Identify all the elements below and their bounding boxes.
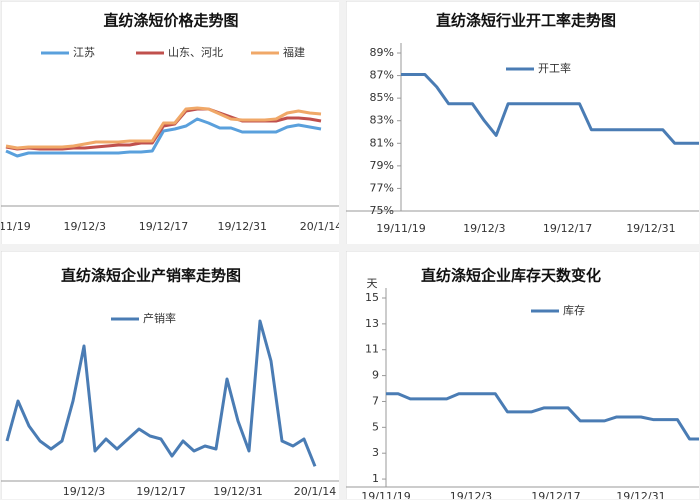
y-tick-label: 79% <box>370 159 394 172</box>
y-tick-label: 89% <box>370 46 394 59</box>
chart-title: 直纺涤短企业产销率走势图 <box>61 267 241 285</box>
y-tick-label: 3 <box>372 446 379 459</box>
y-tick-label: 5 <box>372 420 379 433</box>
x-tick-label: 19/12/17 <box>139 220 188 233</box>
x-tick-label: 19/12/31 <box>213 485 262 498</box>
panel-background <box>346 251 699 499</box>
data-line <box>5 319 317 467</box>
y-tick-label: 9 <box>372 369 379 382</box>
legend-label: 开工率 <box>538 61 571 75</box>
y-tick-label: 7 <box>372 394 379 407</box>
y-tick-label: 1 <box>372 472 379 485</box>
data-line <box>5 106 322 150</box>
data-line <box>401 72 699 145</box>
y-tick-label: 13 <box>365 317 379 330</box>
chart-panel: 直纺涤短行业开工率走势图 75% 77% 79% 81% 83% 85% 87% 89% 19/1… <box>346 1 699 244</box>
legend-label: 山东、河北 <box>168 46 223 59</box>
x-tick-label: 19/12/31 <box>616 490 665 500</box>
y-tick-label: 85% <box>370 91 394 104</box>
x-tick-label: 19/11/19 <box>376 222 425 235</box>
y-axis-label: 天 <box>367 277 378 290</box>
y-tick-label: 75% <box>370 204 394 217</box>
chart-panel: 直纺涤短价格走势图 19/11/19 19/12/3 19/12/17 19/12/31… <box>0 1 342 244</box>
legend-label: 江苏 <box>73 46 95 59</box>
legend-label: 库存 <box>563 303 585 317</box>
x-tick-label: 19/12/31 <box>218 220 267 233</box>
chart-title: 直纺涤短行业开工率走势图 <box>436 12 616 30</box>
panel-background <box>346 1 699 244</box>
x-tick-label: 19/12/31 <box>626 222 675 235</box>
y-tick-label: 87% <box>370 69 394 82</box>
x-tick-label: 20/1/14 <box>294 485 336 498</box>
chart-title: 直纺涤短企业库存天数变化 <box>421 267 601 285</box>
y-tick-label: 81% <box>370 136 394 149</box>
data-line <box>386 392 699 441</box>
y-tick-label: 83% <box>370 114 394 127</box>
y-tick-label: 15 <box>365 291 379 304</box>
chart-title: 直纺涤短价格走势图 <box>103 12 238 30</box>
chart-panel: 直纺涤短企业产销率走势图 19/12/3 19/12/17 19/12/31 20/1/… <box>1 251 339 499</box>
x-tick-label: 20/1/14 <box>300 220 342 233</box>
y-tick-label: 11 <box>365 343 379 356</box>
x-tick-label: 19/12/17 <box>531 490 580 500</box>
x-tick-label: 19/12/3 <box>63 485 105 498</box>
data-line <box>5 117 322 158</box>
x-tick-label: 19/11/19 <box>0 220 31 233</box>
legend-label: 福建 <box>283 45 305 59</box>
x-tick-label: 19/12/3 <box>463 222 505 235</box>
x-tick-label: 19/12/3 <box>64 220 106 233</box>
legend-label: 产销率 <box>143 311 176 325</box>
x-tick-label: 19/12/3 <box>450 490 492 500</box>
x-tick-label: 19/11/19 <box>361 490 410 500</box>
y-tick-label: 77% <box>370 181 394 194</box>
x-tick-label: 19/12/17 <box>543 222 592 235</box>
panel-background <box>1 251 339 499</box>
x-tick-label: 19/12/17 <box>136 485 185 498</box>
